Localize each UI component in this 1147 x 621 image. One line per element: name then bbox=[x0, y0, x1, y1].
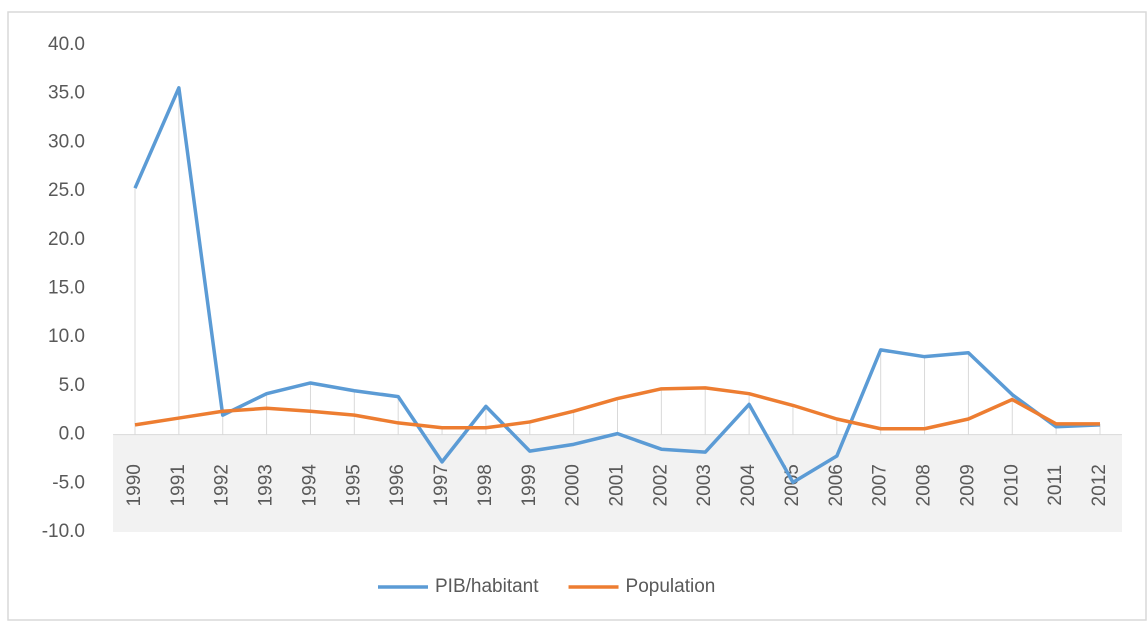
x-tick-label: 1994 bbox=[299, 464, 320, 507]
category-band bbox=[113, 434, 1122, 532]
x-tick-label: 2002 bbox=[650, 464, 671, 506]
x-tick-label: 2009 bbox=[957, 464, 978, 506]
y-tick-label: -10.0 bbox=[42, 521, 85, 542]
x-tick-label: 2003 bbox=[694, 464, 715, 506]
y-tick-label: 25.0 bbox=[48, 180, 85, 201]
x-tick-label: 1995 bbox=[343, 464, 364, 506]
x-tick-label: 1991 bbox=[168, 464, 189, 506]
y-tick-label: -5.0 bbox=[52, 472, 85, 493]
legend-label: Population bbox=[626, 576, 716, 597]
x-tick-label: 2008 bbox=[914, 464, 935, 506]
x-tick-label: 1996 bbox=[387, 464, 408, 506]
x-tick-label: 1997 bbox=[431, 464, 452, 506]
y-tick-label: 20.0 bbox=[48, 229, 85, 250]
x-tick-label: 2010 bbox=[1001, 464, 1022, 506]
y-tick-label: 15.0 bbox=[48, 278, 85, 299]
x-tick-label: 2000 bbox=[563, 464, 584, 506]
y-tick-label: 35.0 bbox=[48, 83, 85, 104]
series-line bbox=[134, 386, 1100, 431]
y-tick-label: 5.0 bbox=[59, 375, 85, 396]
x-tick-label: 2004 bbox=[738, 464, 759, 507]
y-tick-label: 40.0 bbox=[48, 34, 85, 55]
series-line bbox=[133, 86, 1101, 485]
x-tick-label: 1998 bbox=[475, 464, 496, 506]
y-tick-label: 10.0 bbox=[48, 326, 85, 347]
x-tick-label: 2001 bbox=[607, 464, 628, 506]
chart-frame bbox=[7, 11, 1147, 621]
x-tick-label: 1999 bbox=[519, 464, 540, 506]
x-tick-label: 1990 bbox=[124, 464, 145, 506]
x-tick-label: 2007 bbox=[870, 464, 891, 506]
legend-label: PIB/habitant bbox=[435, 576, 539, 597]
y-tick-label: 30.0 bbox=[48, 131, 85, 152]
x-tick-label: 2006 bbox=[826, 464, 847, 506]
y-tick-label: 0.0 bbox=[59, 424, 85, 445]
x-tick-label: 2011 bbox=[1045, 465, 1066, 506]
x-tick-label: 1993 bbox=[256, 464, 277, 506]
x-tick-label: 1992 bbox=[212, 464, 233, 506]
x-tick-label: 2012 bbox=[1089, 464, 1110, 506]
